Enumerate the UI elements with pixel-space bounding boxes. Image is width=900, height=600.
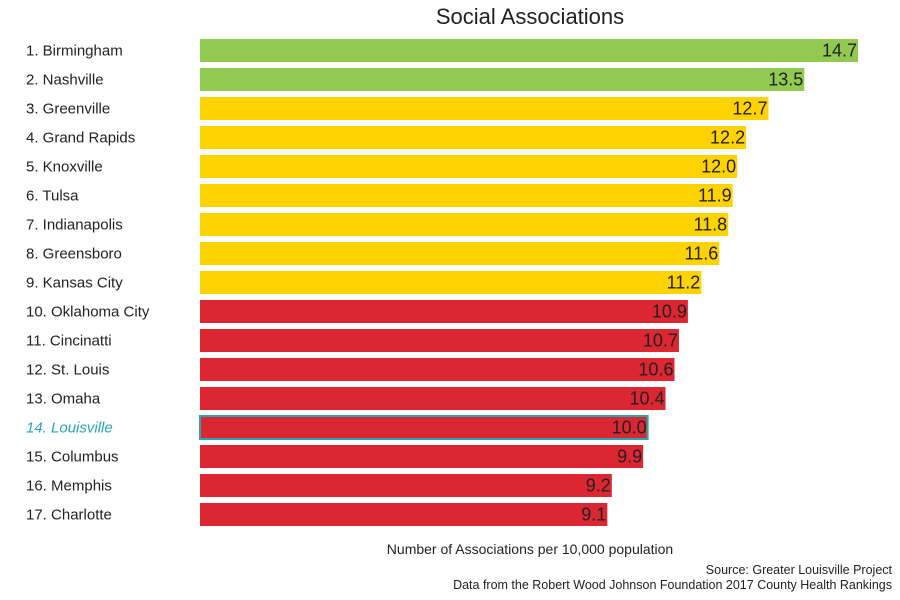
category-label: 9. Kansas City [26,275,123,292]
category-label: 16. Memphis [26,478,112,495]
category-label: 17. Charlotte [26,507,112,524]
value-label: 11.2 [667,273,701,293]
category-label: 14. Louisville [26,420,113,437]
category-label: 10. Oklahoma City [26,304,150,321]
value-label: 11.9 [698,186,732,206]
category-label: 6. Tulsa [26,188,79,205]
bar [200,387,666,410]
value-label: 10.7 [643,331,678,351]
chart-title: Social Associations [436,4,624,29]
bar [200,68,805,91]
source-line-2: Data from the Robert Wood Johnson Founda… [453,578,892,592]
bar [200,271,702,294]
value-label: 11.8 [693,215,727,235]
bar [200,97,769,120]
value-label: 10.4 [629,389,664,409]
bar [200,445,644,468]
bar [200,155,738,178]
value-label: 12.7 [732,99,767,119]
bar [200,474,612,497]
category-label: 2. Nashville [26,72,104,89]
category-label: 7. Indianapolis [26,217,123,234]
bar [200,358,675,381]
bars-group: 1. Birmingham 14.7 2. Nashville 13.5 3. Gree… [26,39,858,526]
category-label: 8. Greensboro [26,246,122,263]
value-label: 10.0 [612,418,647,438]
value-label: 9.2 [586,476,611,496]
category-label: 1. Birmingham [26,43,123,60]
value-label: 12.2 [710,128,745,148]
x-axis-label: Number of Associations per 10,000 popula… [387,541,673,557]
category-label: 13. Omaha [26,391,101,408]
bar [200,39,858,62]
value-label: 11.6 [685,244,719,264]
bar [200,300,688,323]
value-label: 9.1 [581,505,606,525]
value-label: 13.5 [768,70,803,90]
bar [200,184,733,207]
bar [200,126,747,149]
value-label: 10.6 [638,360,673,380]
category-label: 4. Grand Rapids [26,130,135,147]
value-label: 10.9 [652,302,687,322]
category-label: 15. Columbus [26,449,119,466]
category-label: 11. Cincinatti [26,333,112,350]
value-label: 12.0 [701,157,736,177]
source-line-1: Source: Greater Louisville Project [706,563,893,577]
bar [200,329,679,352]
bar-highlighted [199,415,649,440]
category-label: 12. St. Louis [26,362,109,379]
value-label: 9.9 [617,447,642,467]
bar [200,242,720,265]
bar [200,213,729,236]
bar [200,503,608,526]
value-label: 14.7 [822,41,857,61]
category-label: 5. Knoxville [26,159,103,176]
category-label: 3. Greenville [26,101,110,118]
